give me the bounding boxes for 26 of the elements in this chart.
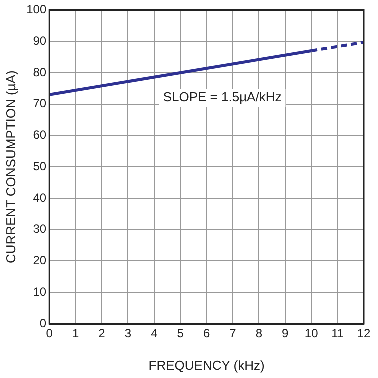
x-axis-title: FREQUENCY (kHz)	[148, 358, 265, 373]
x-tick-label: 10	[304, 326, 319, 341]
y-tick-label: 30	[33, 222, 47, 236]
y-tick-label: 100	[26, 2, 47, 17]
x-tick-label: 3	[124, 326, 132, 341]
y-tick-label: 40	[33, 190, 47, 205]
y-tick-label: 10	[33, 284, 47, 299]
x-tick-label: 5	[177, 326, 184, 341]
y-tick-label: 60	[33, 128, 47, 142]
x-tick-label: 2	[98, 326, 106, 341]
x-tick-label: 1	[72, 326, 80, 341]
x-tick-label: 6	[203, 326, 210, 341]
y-tick-label: 50	[33, 159, 47, 174]
y-tick-label: 20	[33, 254, 47, 268]
x-tick-label: 4	[151, 326, 158, 341]
x-tick-label: 12	[357, 326, 371, 341]
y-tick-label: 90	[33, 34, 47, 48]
y-tick-label: 70	[33, 96, 47, 111]
x-tick-label: 8	[256, 326, 263, 341]
y-tick-label: 80	[33, 65, 47, 80]
y-axis-title: CURRENT CONSUMPTION (µA)	[3, 70, 18, 264]
x-tick-label: 7	[230, 326, 237, 341]
x-tick-label: 9	[282, 326, 290, 341]
y-tick-label: 0	[40, 316, 47, 330]
annotation: SLOPE = 1.5µA/kHz	[163, 90, 282, 105]
x-tick-label: 11	[332, 326, 344, 341]
